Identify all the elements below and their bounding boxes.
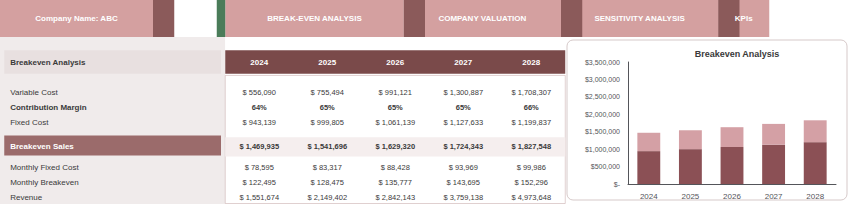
svg-text:64%: 64% <box>252 103 267 112</box>
svg-text:$ 99,986: $ 99,986 <box>517 163 546 172</box>
svg-text:$ 1,541,696: $ 1,541,696 <box>307 142 347 151</box>
svg-text:Contribution Margin: Contribution Margin <box>10 103 87 112</box>
svg-text:$ 1,708,307: $ 1,708,307 <box>511 88 551 97</box>
svg-text:$ 1,127,633: $ 1,127,633 <box>443 118 483 127</box>
svg-text:Variable Cost: Variable Cost <box>10 88 58 97</box>
svg-text:$2,500,000: $2,500,000 <box>585 93 620 100</box>
svg-text:65%: 65% <box>456 103 471 112</box>
svg-text:2028: 2028 <box>522 58 540 67</box>
svg-text:$ 1,300,887: $ 1,300,887 <box>443 88 483 97</box>
svg-text:$ 1,827,548: $ 1,827,548 <box>511 142 551 151</box>
svg-text:Breakeven Sales: Breakeven Sales <box>10 142 74 151</box>
svg-text:$1,000,000: $1,000,000 <box>585 146 620 153</box>
svg-text:KPIs: KPIs <box>735 14 753 23</box>
svg-text:$3,000,000: $3,000,000 <box>585 76 620 83</box>
svg-text:$ 1,551,674: $ 1,551,674 <box>239 193 279 202</box>
svg-text:$2,000,000: $2,000,000 <box>585 111 620 118</box>
svg-text:$-: $- <box>614 181 621 188</box>
svg-text:$ 1,199,837: $ 1,199,837 <box>511 118 551 127</box>
svg-text:2024: 2024 <box>640 192 658 201</box>
svg-text:$ 556,090: $ 556,090 <box>243 88 276 97</box>
svg-text:2025: 2025 <box>682 192 700 201</box>
svg-text:Fixed Cost: Fixed Cost <box>10 118 49 127</box>
svg-text:$ 999,805: $ 999,805 <box>311 118 344 127</box>
svg-text:$ 1,061,139: $ 1,061,139 <box>375 118 415 127</box>
svg-text:66%: 66% <box>524 103 539 112</box>
svg-text:Monthly Breakeven: Monthly Breakeven <box>10 178 78 187</box>
svg-text:$ 152,296: $ 152,296 <box>515 178 548 187</box>
svg-text:SENSITIVITY ANALYSIS: SENSITIVITY ANALYSIS <box>594 14 685 23</box>
svg-text:$ 943,139: $ 943,139 <box>243 118 276 127</box>
svg-text:$3,500,000: $3,500,000 <box>585 59 620 66</box>
svg-text:$ 143,695: $ 143,695 <box>447 178 480 187</box>
svg-text:$ 128,475: $ 128,475 <box>311 178 344 187</box>
svg-text:2025: 2025 <box>318 58 336 67</box>
svg-text:$1,500,000: $1,500,000 <box>585 128 620 135</box>
svg-text:$ 1,629,320: $ 1,629,320 <box>375 142 415 151</box>
svg-text:$ 1,469,935: $ 1,469,935 <box>239 142 279 151</box>
svg-text:2027: 2027 <box>765 192 783 201</box>
svg-text:$ 83,317: $ 83,317 <box>313 163 342 172</box>
svg-text:Monthly Fixed Cost: Monthly Fixed Cost <box>10 163 79 172</box>
svg-text:$500,000: $500,000 <box>591 163 620 170</box>
svg-text:Revenue: Revenue <box>10 193 43 202</box>
svg-text:Company Name: ABC: Company Name: ABC <box>35 14 118 23</box>
svg-text:$ 4,973,648: $ 4,973,648 <box>511 193 551 202</box>
svg-text:BREAK-EVEN ANALYSIS: BREAK-EVEN ANALYSIS <box>267 14 362 23</box>
svg-text:$ 93,969: $ 93,969 <box>449 163 478 172</box>
svg-text:$ 1,724,343: $ 1,724,343 <box>443 142 483 151</box>
svg-text:2024: 2024 <box>250 58 268 67</box>
svg-text:$ 3,759,138: $ 3,759,138 <box>443 193 483 202</box>
svg-text:$ 991,121: $ 991,121 <box>379 88 412 97</box>
svg-text:2027: 2027 <box>454 58 472 67</box>
svg-text:$ 755,494: $ 755,494 <box>311 88 344 97</box>
svg-text:$ 2,149,402: $ 2,149,402 <box>307 193 347 202</box>
svg-text:$ 2,842,143: $ 2,842,143 <box>375 193 415 202</box>
svg-text:COMPANY VALUATION: COMPANY VALUATION <box>438 14 526 23</box>
svg-text:$ 135,777: $ 135,777 <box>379 178 412 187</box>
svg-text:$ 88,428: $ 88,428 <box>381 163 410 172</box>
svg-text:65%: 65% <box>320 103 335 112</box>
svg-text:Breakeven Analysis: Breakeven Analysis <box>695 49 780 59</box>
svg-text:$ 122,495: $ 122,495 <box>243 178 276 187</box>
svg-text:65%: 65% <box>388 103 403 112</box>
svg-text:Breakeven Analysis: Breakeven Analysis <box>10 58 86 67</box>
svg-text:2026: 2026 <box>386 58 404 67</box>
svg-text:2028: 2028 <box>806 192 824 201</box>
svg-text:$ 78,595: $ 78,595 <box>245 163 274 172</box>
svg-text:2026: 2026 <box>723 192 741 201</box>
